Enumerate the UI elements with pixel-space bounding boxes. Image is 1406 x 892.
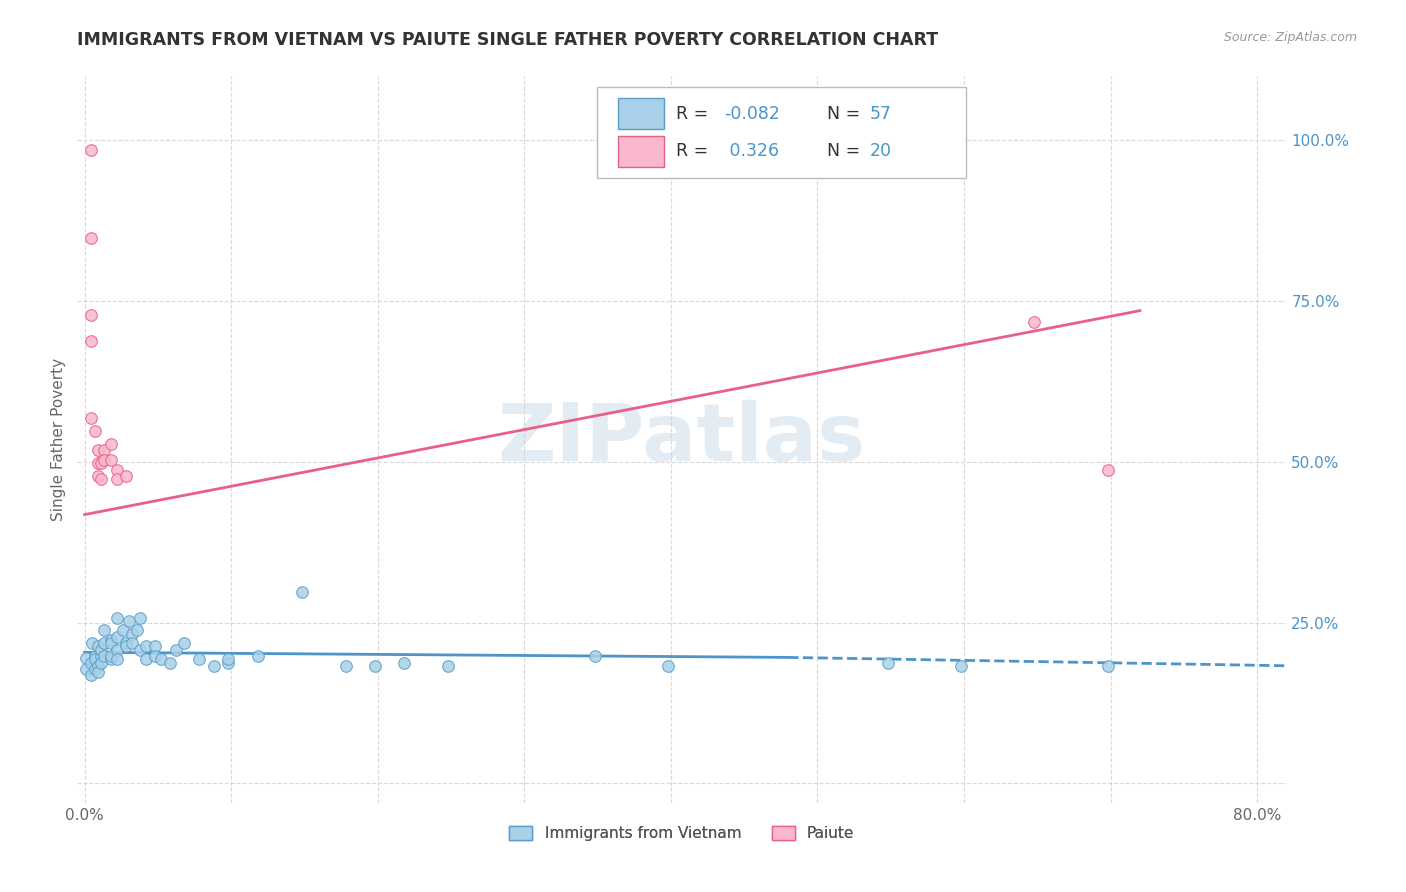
Point	[87, 665, 110, 680]
Point	[84, 649, 107, 664]
Legend: Immigrants from Vietnam, Paiute: Immigrants from Vietnam, Paiute	[503, 821, 860, 847]
Point	[105, 472, 128, 486]
Point	[84, 652, 107, 666]
Point	[121, 626, 143, 640]
Point	[105, 610, 128, 624]
Point	[364, 658, 387, 673]
Point	[129, 610, 152, 624]
Point	[100, 636, 122, 650]
Point	[114, 636, 136, 650]
Point	[93, 453, 115, 467]
Point	[79, 231, 101, 245]
Point	[84, 424, 107, 438]
Text: N =: N =	[827, 143, 866, 161]
Point	[90, 456, 112, 470]
Point	[117, 614, 139, 628]
Point	[129, 642, 152, 657]
Point	[392, 656, 415, 670]
Point	[876, 656, 898, 670]
Point	[90, 656, 112, 670]
Point	[87, 443, 110, 458]
Text: -0.082: -0.082	[724, 104, 780, 122]
FancyBboxPatch shape	[598, 87, 966, 178]
Point	[79, 143, 101, 157]
Text: 57: 57	[869, 104, 891, 122]
Point	[87, 640, 110, 654]
Point	[335, 658, 357, 673]
Point	[79, 411, 101, 425]
Point	[105, 642, 128, 657]
Point	[75, 651, 97, 665]
Point	[143, 649, 166, 664]
Point	[1024, 315, 1046, 329]
Point	[93, 636, 115, 650]
Point	[111, 624, 134, 638]
Point	[100, 633, 122, 648]
Point	[90, 472, 112, 486]
Point	[149, 652, 172, 666]
Text: ZIPatlas: ZIPatlas	[498, 401, 866, 478]
Point	[80, 636, 103, 650]
Point	[437, 658, 460, 673]
Point	[100, 652, 122, 666]
Point	[75, 662, 97, 676]
Point	[93, 443, 115, 458]
Point	[202, 658, 225, 673]
Point	[1097, 658, 1119, 673]
Point	[165, 642, 187, 657]
Point	[159, 656, 181, 670]
Point	[93, 624, 115, 638]
Point	[90, 642, 112, 657]
Point	[100, 453, 122, 467]
Point	[93, 649, 115, 664]
Point	[657, 658, 679, 673]
Point	[114, 469, 136, 483]
Point	[87, 658, 110, 673]
Point	[246, 649, 269, 664]
Text: R =: R =	[676, 143, 714, 161]
Text: Source: ZipAtlas.com: Source: ZipAtlas.com	[1223, 31, 1357, 45]
Point	[105, 630, 128, 644]
Point	[105, 462, 128, 476]
Point	[79, 308, 101, 322]
Text: 20: 20	[869, 143, 891, 161]
Point	[114, 640, 136, 654]
Point	[188, 652, 211, 666]
Point	[84, 662, 107, 676]
Point	[173, 636, 195, 650]
FancyBboxPatch shape	[617, 98, 664, 128]
Point	[217, 656, 239, 670]
Point	[79, 668, 101, 682]
FancyBboxPatch shape	[617, 136, 664, 167]
Point	[127, 624, 149, 638]
Text: N =: N =	[827, 104, 866, 122]
Point	[143, 640, 166, 654]
Point	[79, 334, 101, 348]
Y-axis label: Single Father Poverty: Single Father Poverty	[51, 358, 66, 521]
Point	[583, 649, 606, 664]
Point	[1097, 462, 1119, 476]
Point	[105, 652, 128, 666]
Point	[950, 658, 973, 673]
Text: 0.326: 0.326	[724, 143, 779, 161]
Text: IMMIGRANTS FROM VIETNAM VS PAIUTE SINGLE FATHER POVERTY CORRELATION CHART: IMMIGRANTS FROM VIETNAM VS PAIUTE SINGLE…	[77, 31, 938, 49]
Point	[135, 640, 157, 654]
Point	[100, 437, 122, 451]
Text: R =: R =	[676, 104, 714, 122]
Point	[87, 469, 110, 483]
Point	[217, 652, 239, 666]
Point	[290, 584, 312, 599]
Point	[121, 636, 143, 650]
Point	[135, 652, 157, 666]
Point	[79, 656, 101, 670]
Point	[100, 649, 122, 664]
Point	[87, 456, 110, 470]
Point	[90, 649, 112, 664]
